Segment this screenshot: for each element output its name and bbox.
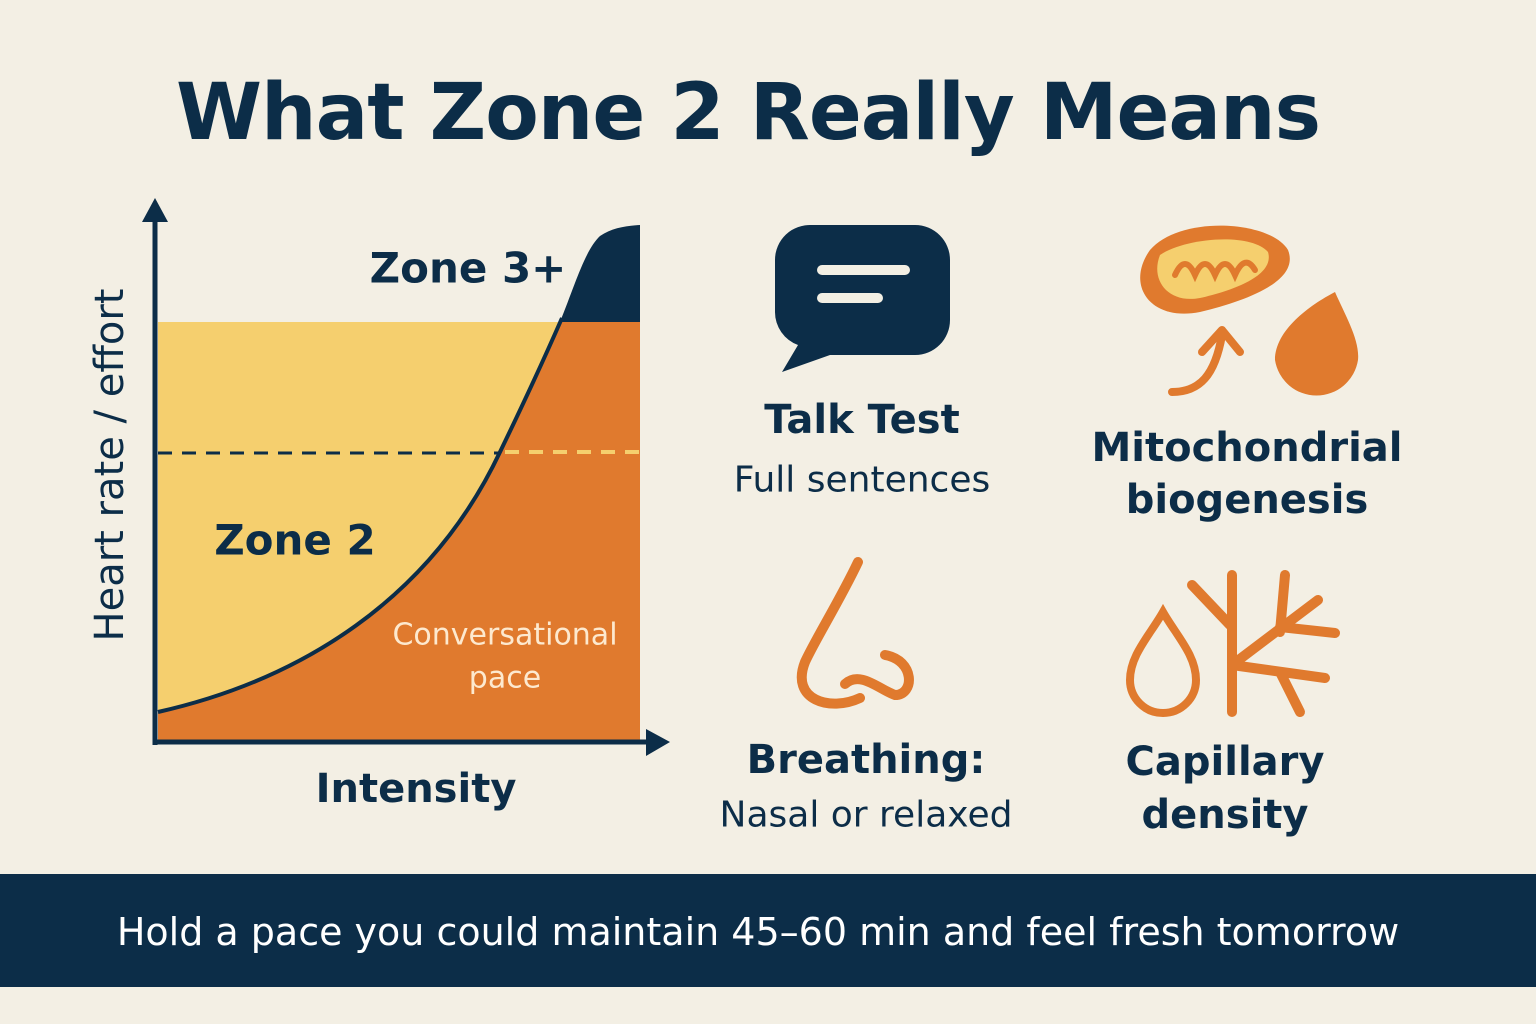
capillary-title-line2: density [1141,792,1309,838]
mitochondrial-title-line2: biogenesis [1125,477,1369,523]
talk-test-subtitle: Full sentences [733,459,991,501]
y-axis-arrow-icon [142,198,168,222]
breathing-title: Breathing: [746,737,986,783]
pace-label-line1: Conversational [392,617,618,653]
speech-bubble-icon [774,224,950,372]
x-axis-label: Intensity [315,766,517,812]
x-axis-arrow-icon [646,729,670,756]
pace-label-line2: pace [468,660,542,696]
talk-test-title: Talk Test [764,397,960,443]
y-axis-label: Heart rate / effort [87,288,133,642]
mitochondrial-title-line1: Mitochondrial [1091,425,1403,471]
footer-text: Hold a pace you could maintain 45–60 min… [116,910,1400,954]
zone3-area [560,225,640,322]
page-title: What Zone 2 Really Means [176,68,1321,158]
breathing-subtitle: Nasal or relaxed [719,794,1013,836]
effort-curve [157,317,564,714]
capillary-icon [1125,570,1340,717]
zone3-label: Zone 3+ [369,243,567,293]
effort-area [158,322,640,742]
mitochondria-icon [1140,225,1359,396]
effort-diagram [142,198,670,756]
capillary-title-line1: Capillary [1125,739,1325,785]
nose-icon [796,557,914,709]
zone2-label: Zone 2 [214,515,376,565]
footer-banner [0,874,1536,987]
